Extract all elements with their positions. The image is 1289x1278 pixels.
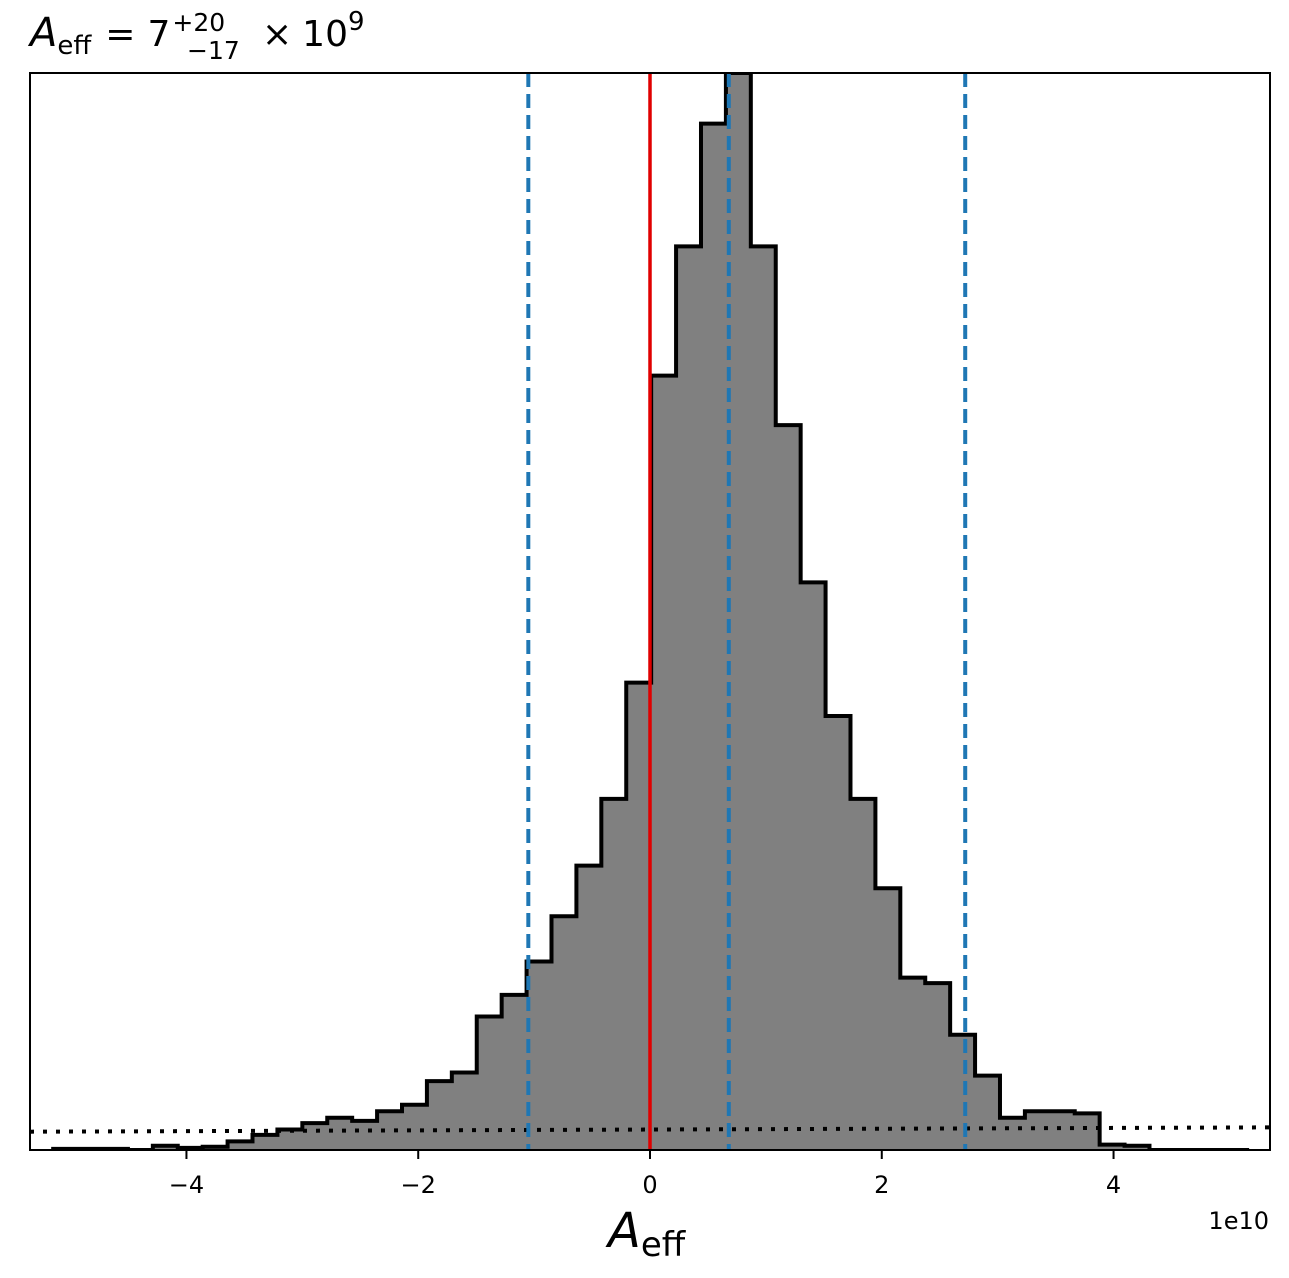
histogram-bar bbox=[576, 865, 602, 1150]
histogram-bar bbox=[501, 994, 528, 1150]
histogram-bar bbox=[476, 1016, 503, 1150]
histogram-bar bbox=[1024, 1111, 1051, 1150]
histogram-bar bbox=[800, 582, 827, 1150]
x-tick-label: 2 bbox=[874, 1171, 889, 1199]
x-tick-label: 0 bbox=[642, 1171, 657, 1199]
histogram-bar bbox=[900, 977, 926, 1150]
title-median: 7 bbox=[147, 14, 170, 55]
x-axis-ticks: −4 −2 0 2 4 bbox=[169, 1150, 1121, 1199]
histogram-bar bbox=[925, 983, 951, 1150]
histogram-bar bbox=[152, 1145, 179, 1150]
histogram-bar bbox=[352, 1120, 378, 1150]
histogram-bar bbox=[750, 246, 777, 1150]
x-tick-label: −2 bbox=[401, 1171, 436, 1199]
histogram-bar bbox=[999, 1117, 1026, 1150]
title-symbol-sub: eff bbox=[57, 31, 92, 61]
title-symbol: A bbox=[27, 10, 57, 56]
histogram-bar bbox=[252, 1134, 279, 1150]
xlabel-sub: eff bbox=[641, 1225, 687, 1265]
histogram-bar bbox=[227, 1141, 254, 1150]
histogram-bar bbox=[277, 1129, 303, 1150]
histogram-bar bbox=[302, 1123, 328, 1150]
histogram-bar bbox=[850, 798, 877, 1150]
histogram-bar bbox=[825, 715, 852, 1150]
histogram-bar bbox=[327, 1117, 353, 1150]
histogram-bar bbox=[451, 1072, 478, 1150]
plot-area bbox=[31, 74, 1269, 1150]
x-axis-label: Aeff bbox=[605, 1203, 687, 1265]
title-base: 10 bbox=[302, 14, 348, 55]
x-tick-label: −4 bbox=[169, 1171, 204, 1199]
title-equals: = bbox=[105, 14, 135, 55]
histogram-bar bbox=[875, 888, 901, 1150]
histogram-bar bbox=[1099, 1144, 1126, 1150]
histogram-bar bbox=[426, 1081, 453, 1150]
histogram-bar bbox=[601, 798, 627, 1150]
histogram-bar bbox=[526, 961, 553, 1150]
title-times: × bbox=[262, 14, 292, 55]
histogram-bar bbox=[626, 682, 652, 1150]
histogram-bar bbox=[676, 246, 702, 1150]
x-tick-label: 4 bbox=[1106, 1171, 1121, 1199]
histogram-bars bbox=[53, 74, 1151, 1150]
title-lower-err: −17 bbox=[187, 36, 240, 65]
histogram-bar bbox=[402, 1104, 428, 1150]
histogram-bar bbox=[1049, 1111, 1076, 1150]
title-exponent: 9 bbox=[348, 7, 365, 37]
histogram-bar bbox=[700, 123, 727, 1150]
histogram-bar bbox=[377, 1111, 403, 1150]
vertical-lines bbox=[526, 74, 968, 1150]
title-upper-err: +20 bbox=[172, 8, 225, 37]
chart-title: Aeff = 7+20 −17 × 109 bbox=[27, 7, 365, 65]
histogram-bar bbox=[775, 425, 802, 1150]
x-offset-text: 1e10 bbox=[1208, 1207, 1269, 1235]
histogram-outline bbox=[51, 74, 1250, 1150]
histogram-bar bbox=[975, 1075, 1001, 1150]
histogram-bar bbox=[1124, 1145, 1151, 1150]
histogram-bar bbox=[950, 1034, 976, 1150]
histogram-bar bbox=[551, 916, 578, 1150]
xlabel-symbol: A bbox=[605, 1203, 641, 1259]
histogram-bar bbox=[651, 375, 677, 1150]
histogram-bar bbox=[1074, 1113, 1101, 1150]
